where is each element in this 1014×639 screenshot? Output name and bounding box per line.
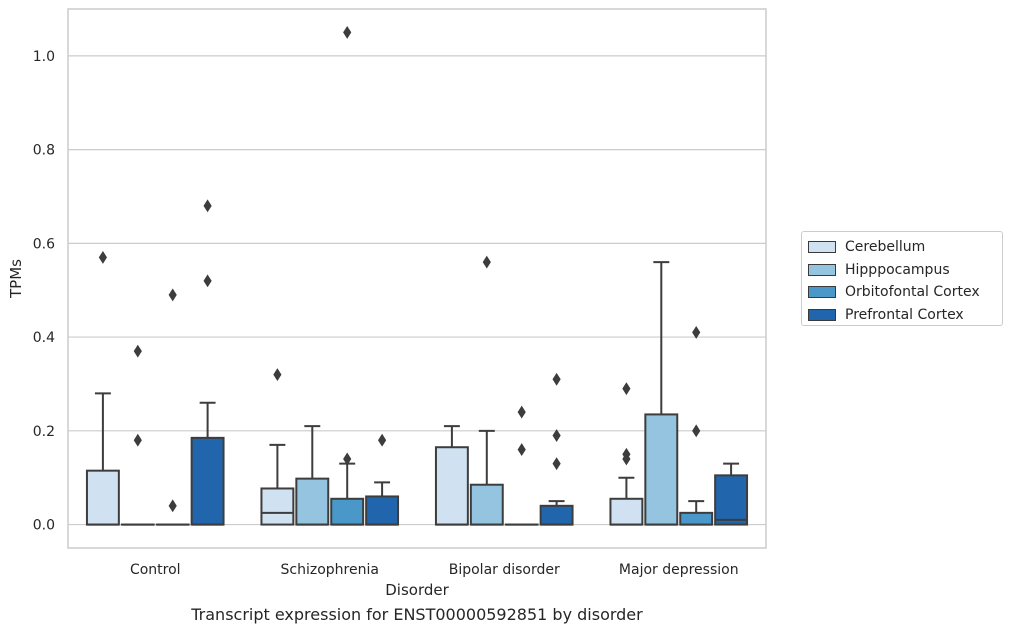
legend-swatch-hippocampus: [808, 264, 836, 276]
legend-item: Orbitofontal Cortex: [808, 281, 996, 304]
box: [87, 471, 119, 525]
legend-item: Cerebellum: [808, 236, 996, 259]
outlier-point: [553, 458, 560, 469]
x-tick-label: Schizophrenia: [281, 562, 379, 578]
legend: Cerebellum Hipppocampus Orbitofontal Cor…: [801, 231, 1003, 326]
outlier-point: [553, 430, 560, 441]
legend-label-hippocampus: Hipppocampus: [845, 262, 950, 278]
legend-label-orbitofrontal: Orbitofontal Cortex: [845, 284, 980, 300]
legend-swatch-cerebellum: [808, 241, 836, 253]
outlier-point: [274, 369, 281, 380]
box: [680, 513, 712, 525]
y-tick-label: 0.6: [33, 236, 55, 252]
box: [261, 488, 293, 524]
box: [436, 447, 468, 524]
y-tick-label: 1.0: [33, 49, 55, 65]
legend-label-cerebellum: Cerebellum: [845, 239, 925, 255]
outlier-point: [204, 200, 211, 211]
y-tick-label: 0.8: [33, 143, 55, 159]
outlier-point: [204, 275, 211, 286]
outlier-point: [169, 500, 176, 511]
outlier-point: [379, 435, 386, 446]
box: [715, 475, 747, 524]
outlier-point: [483, 257, 490, 268]
outlier-point: [518, 444, 525, 455]
legend-swatch-prefrontal: [808, 309, 836, 321]
box: [645, 414, 677, 524]
x-tick-label: Bipolar disorder: [449, 562, 560, 578]
outlier-point: [518, 407, 525, 418]
outlier-point: [344, 27, 351, 38]
y-axis-label: TPMs: [7, 259, 25, 299]
legend-swatch-orbitofrontal: [808, 286, 836, 298]
outlier-point: [134, 346, 141, 357]
outlier-point: [169, 289, 176, 300]
outlier-point: [99, 252, 106, 263]
box: [610, 499, 642, 525]
box: [541, 506, 573, 525]
box: [471, 485, 503, 525]
outlier-point: [134, 435, 141, 446]
outlier-point: [693, 425, 700, 436]
box: [366, 496, 398, 524]
x-tick-label: Major depression: [619, 562, 739, 578]
legend-label-prefrontal: Prefrontal Cortex: [845, 307, 964, 323]
y-tick-label: 0.2: [33, 424, 55, 440]
outlier-point: [693, 327, 700, 338]
y-tick-label: 0.0: [33, 518, 55, 534]
box: [192, 438, 224, 525]
y-tick-label: 0.4: [33, 330, 55, 346]
outlier-point: [553, 374, 560, 385]
box: [296, 479, 328, 525]
figure-caption: Transcript expression for ENST0000059285…: [0, 605, 834, 624]
box: [331, 499, 363, 525]
x-axis-label: Disorder: [385, 581, 449, 599]
legend-item: Prefrontal Cortex: [808, 304, 996, 327]
legend-item: Hipppocampus: [808, 259, 996, 282]
outlier-point: [623, 383, 630, 394]
x-tick-label: Control: [130, 562, 181, 578]
